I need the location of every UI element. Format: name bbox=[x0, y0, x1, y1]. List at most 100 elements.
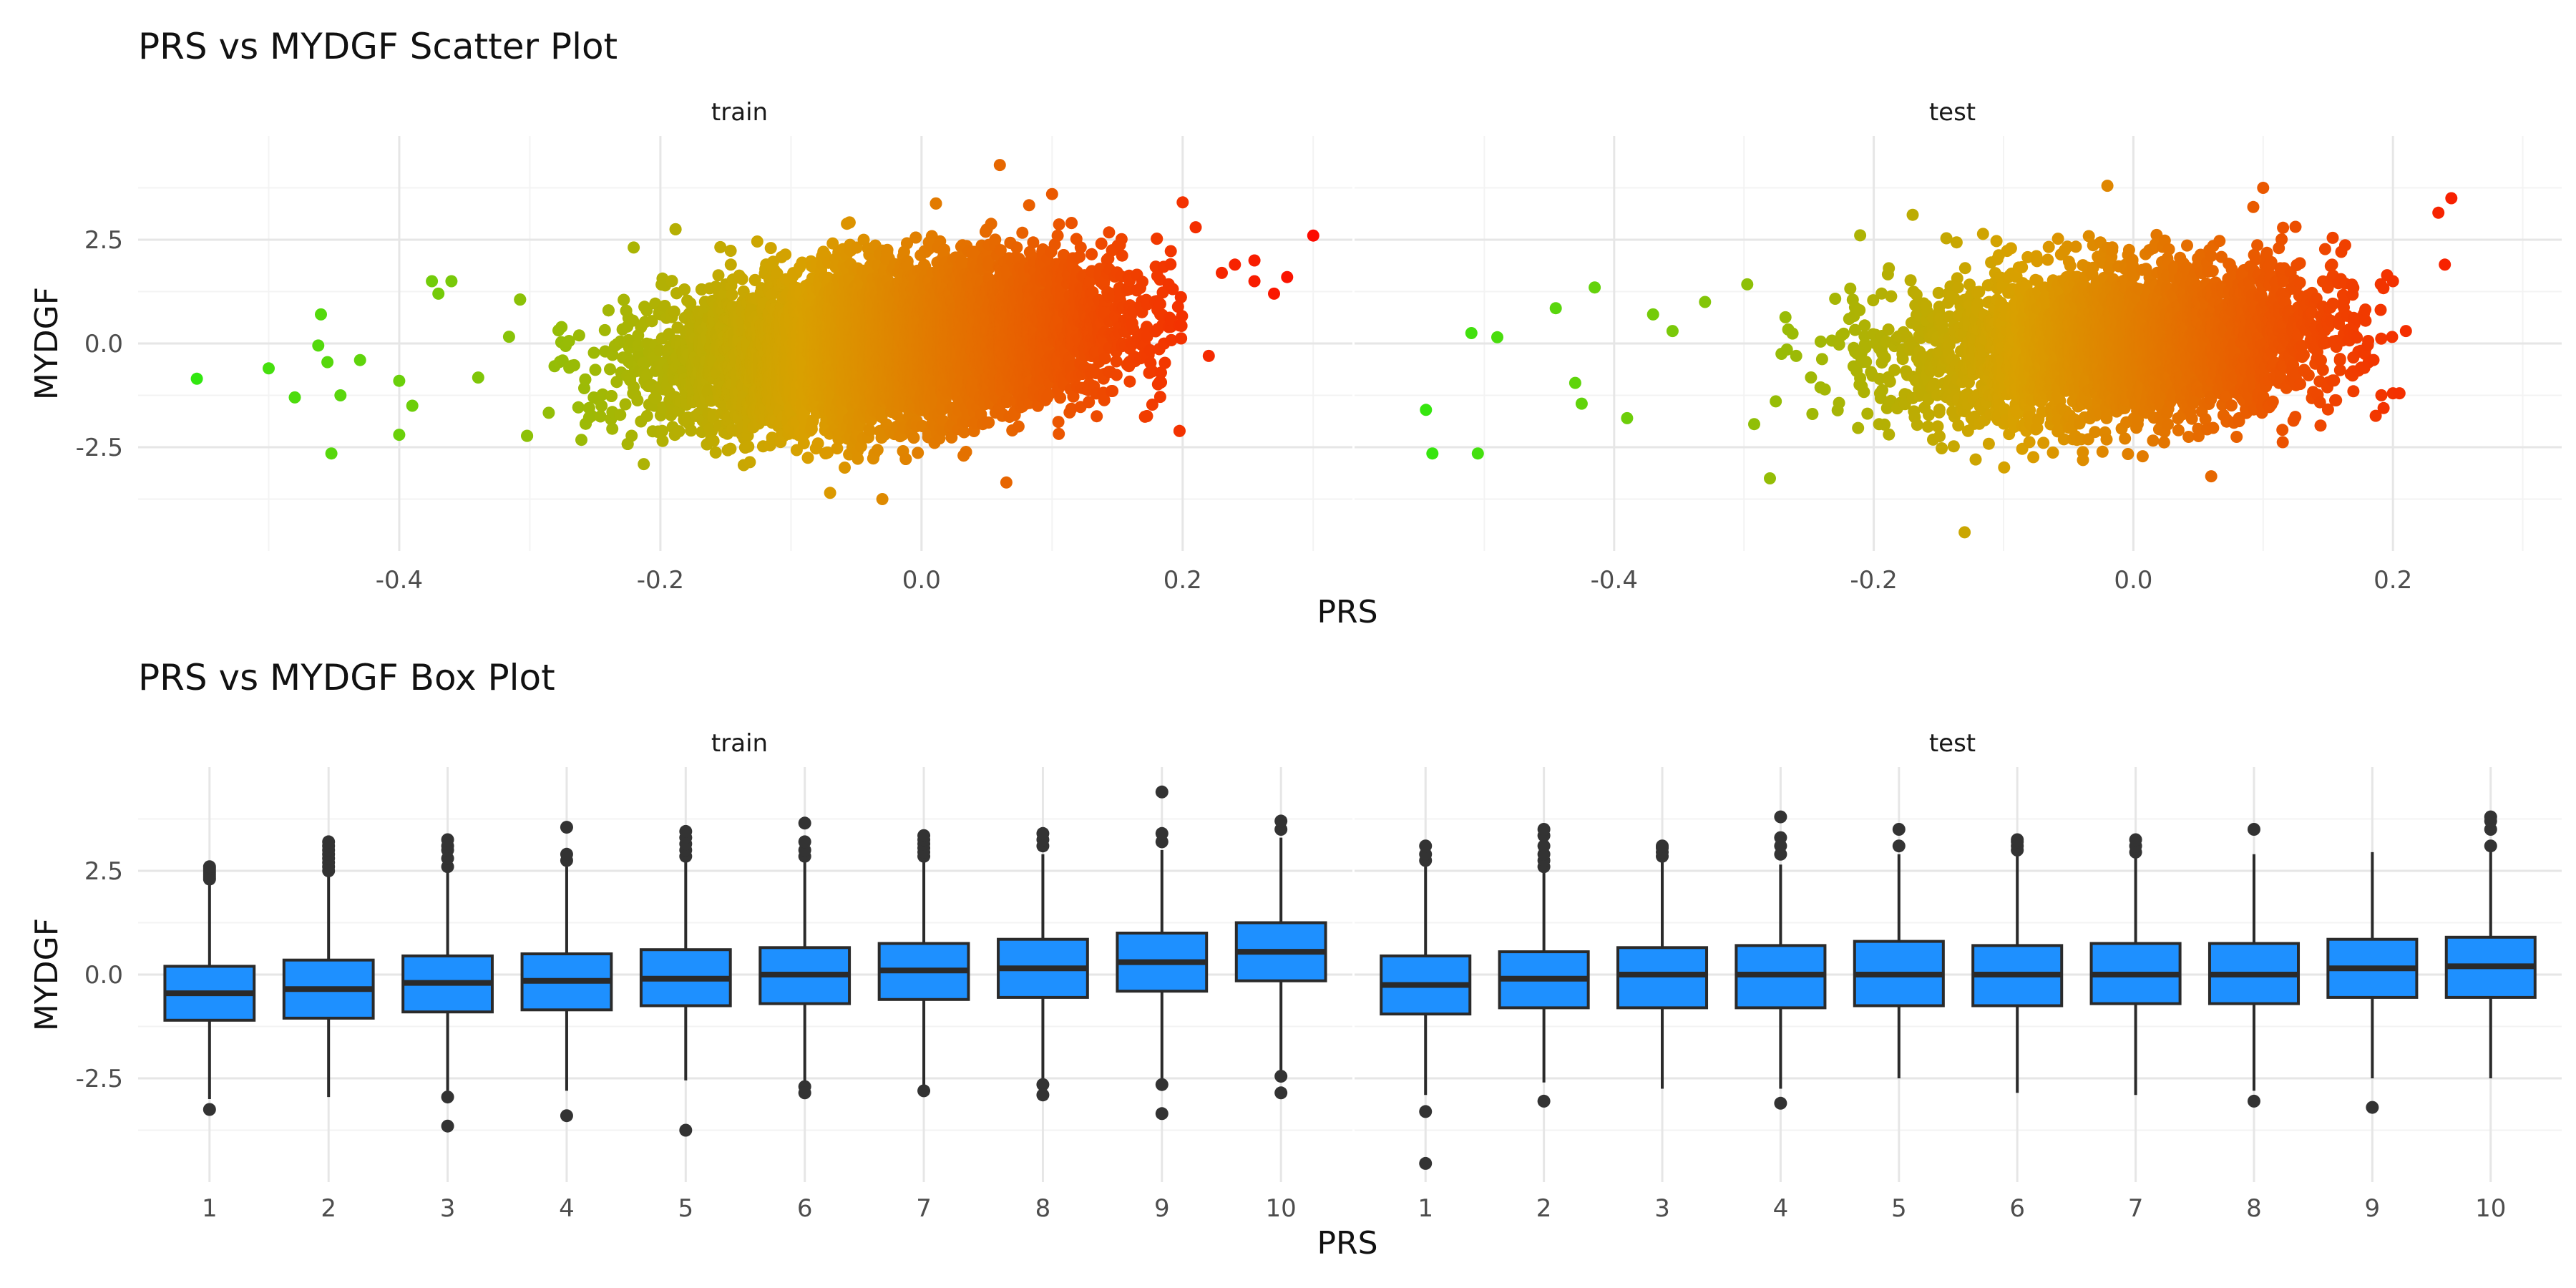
scatter-point bbox=[748, 273, 761, 286]
scatter-point bbox=[627, 314, 640, 327]
scatter-point bbox=[650, 391, 663, 404]
scatter-point bbox=[724, 245, 737, 257]
scatter-point bbox=[567, 358, 580, 371]
scatter-point bbox=[640, 304, 653, 317]
scatter-point bbox=[714, 240, 727, 253]
scatter-point bbox=[432, 287, 445, 300]
y-tick-label: 2.5 bbox=[84, 226, 123, 255]
scatter-point bbox=[406, 399, 419, 412]
scatter-point bbox=[684, 297, 697, 310]
scatter-point bbox=[669, 223, 682, 235]
scatter-point bbox=[743, 456, 756, 469]
scatter-point bbox=[619, 398, 632, 411]
scatter-point bbox=[598, 323, 611, 336]
scatter-point bbox=[610, 376, 623, 389]
scatter-point bbox=[673, 425, 686, 438]
scatter-point bbox=[665, 275, 678, 288]
x-tick-label: -0.4 bbox=[376, 566, 423, 595]
scatter-point bbox=[843, 216, 856, 229]
scatter-point bbox=[876, 493, 889, 505]
y-tick-label: -2.5 bbox=[76, 434, 123, 462]
scatter-point bbox=[445, 275, 458, 288]
scatter-point bbox=[579, 373, 592, 386]
scatter-plot-title: PRS vs MYDGF Scatter Plot bbox=[138, 26, 618, 67]
scatter-point bbox=[594, 410, 607, 423]
scatter-point bbox=[572, 329, 585, 342]
scatter-point bbox=[839, 462, 851, 474]
scatter-point bbox=[640, 409, 653, 422]
scatter-point bbox=[751, 235, 763, 248]
scatter-point bbox=[190, 372, 203, 385]
scatter-panel-train: train -0.4 -0.2 0.0 0.2 2.5 0.0 -2.5 bbox=[76, 98, 1352, 595]
scatter-point bbox=[542, 406, 555, 419]
scatter-point bbox=[702, 384, 715, 396]
scatter-point bbox=[709, 446, 722, 459]
scatter-point bbox=[393, 374, 406, 387]
x-tick-label: 0.2 bbox=[1163, 566, 1202, 595]
x-tick-label: -0.2 bbox=[637, 566, 684, 595]
scatter-point bbox=[628, 241, 640, 254]
x-tick-label: 0.0 bbox=[902, 566, 941, 595]
scatter-point bbox=[764, 242, 777, 255]
scatter-point bbox=[685, 424, 698, 437]
scatter-point bbox=[852, 452, 864, 465]
scatter-point bbox=[899, 453, 912, 465]
scatter-point bbox=[315, 308, 327, 321]
scatter-point bbox=[602, 304, 615, 317]
scatter-point bbox=[668, 306, 680, 318]
scatter-point bbox=[712, 269, 725, 282]
scatter-point bbox=[638, 458, 650, 471]
scatter-point bbox=[572, 401, 585, 414]
scatter-point bbox=[555, 321, 568, 333]
scatter-point bbox=[779, 248, 792, 261]
scatter-point bbox=[325, 447, 338, 460]
scatter-point bbox=[724, 258, 737, 271]
scatter-point bbox=[353, 353, 366, 366]
scatter-point bbox=[585, 409, 598, 422]
scatter-point bbox=[288, 391, 301, 404]
scatter-point bbox=[614, 409, 627, 421]
scatter-point bbox=[393, 429, 406, 441]
facet-strip-label: train bbox=[711, 98, 768, 127]
scatter-point bbox=[811, 437, 824, 450]
scatter-point bbox=[631, 394, 644, 406]
scatter-point bbox=[625, 429, 638, 442]
scatter-point bbox=[726, 288, 738, 301]
y-tick-label: 0.0 bbox=[84, 330, 123, 358]
scatter-point bbox=[736, 273, 748, 286]
scatter-point bbox=[656, 434, 669, 447]
scatter-point bbox=[562, 335, 575, 348]
scatter-point bbox=[663, 328, 675, 341]
scatter-point bbox=[871, 444, 884, 457]
scatter-point bbox=[587, 346, 600, 359]
scatter-point bbox=[605, 390, 618, 402]
scatter-point bbox=[595, 399, 608, 412]
scatter-point bbox=[575, 434, 587, 447]
scatter-point bbox=[604, 363, 616, 376]
scatter-point bbox=[606, 422, 619, 435]
scatter-point bbox=[618, 293, 630, 306]
scatter-point bbox=[645, 315, 658, 328]
scatter-point bbox=[589, 364, 602, 376]
scatter-point bbox=[312, 339, 325, 352]
scatter-point bbox=[656, 424, 669, 437]
box-plot-title: PRS vs MYDGF Box Plot bbox=[138, 657, 555, 698]
scatter-point bbox=[521, 429, 534, 442]
scatter-point bbox=[824, 487, 836, 499]
scatter-point bbox=[514, 293, 527, 306]
scatter-point bbox=[649, 297, 662, 310]
scatter-point bbox=[707, 434, 720, 447]
scatter-point bbox=[678, 283, 691, 296]
scatter-point bbox=[742, 440, 755, 453]
scatter-point bbox=[426, 275, 439, 288]
scatter-point bbox=[801, 452, 814, 464]
scatter-point bbox=[263, 362, 275, 375]
scatter-point bbox=[472, 371, 484, 384]
scatter-point bbox=[334, 389, 347, 401]
scatter-point bbox=[502, 331, 515, 343]
scatter-point bbox=[321, 356, 334, 369]
scatter-points-train bbox=[190, 159, 1319, 505]
scatter-point bbox=[724, 442, 737, 455]
